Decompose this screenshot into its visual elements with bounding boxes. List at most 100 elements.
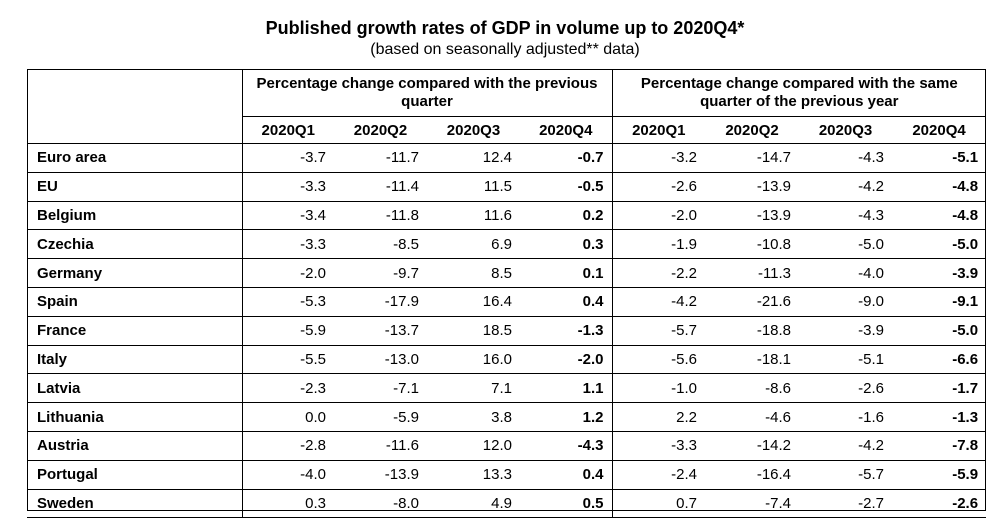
value-cell: 16.4 [427, 287, 520, 317]
value-cell: 0.3 [242, 489, 334, 518]
value-cell: -3.4 [242, 201, 334, 231]
value-cell: -3.7 [242, 143, 334, 173]
value-cell: -5.7 [612, 316, 706, 346]
value-cell: -9.1 [892, 287, 987, 317]
quarter-header: 2020Q1 [242, 116, 334, 144]
value-cell: -1.3 [892, 402, 987, 432]
value-cell: -5.1 [799, 345, 893, 375]
table-row: Sweden 0.3 -8.0 4.9 0.5 0.7 -7.4 -2.7 -2.6 [27, 489, 987, 518]
value-cell: -2.2 [612, 258, 706, 288]
table-row: Czechia -3.3 -8.5 6.9 0.3 -1.9 -10.8 -5.0 -5.0 [27, 229, 987, 260]
value-cell: -11.6 [334, 431, 427, 461]
value-cell: -4.2 [799, 172, 893, 202]
value-cell: -3.3 [242, 229, 334, 260]
table-row: Germany -2.0 -9.7 8.5 0.1 -2.2 -11.3 -4.0 -3.9 [27, 258, 987, 288]
value-cell: -13.0 [334, 345, 427, 375]
country-cell: Euro area [27, 143, 243, 173]
group-header-previous-quarter: Percentage change compared with the prev… [242, 69, 613, 117]
value-cell: -1.9 [612, 229, 706, 260]
value-cell: -0.5 [520, 172, 613, 202]
country-cell: Sweden [27, 489, 243, 518]
value-cell: -9.7 [334, 258, 427, 288]
value-cell: -13.9 [705, 172, 800, 202]
value-cell: -4.2 [799, 431, 893, 461]
value-cell: 0.5 [520, 489, 613, 518]
value-cell: -5.0 [892, 229, 987, 260]
value-cell: -5.0 [799, 229, 893, 260]
value-cell: -11.3 [705, 258, 800, 288]
table-row: Italy -5.5 -13.0 16.0 -2.0 -5.6 -18.1 -5.1 -6.6 [27, 345, 987, 375]
value-cell: -13.9 [334, 460, 427, 490]
value-cell: 0.2 [520, 201, 613, 231]
country-cell: Portugal [27, 460, 243, 490]
value-cell: -4.3 [799, 201, 893, 231]
value-cell: -13.9 [705, 201, 800, 231]
country-cell: EU [27, 172, 243, 202]
value-cell: -5.9 [334, 402, 427, 432]
value-cell: -5.1 [892, 143, 987, 173]
value-cell: 0.3 [520, 229, 613, 260]
value-cell: 4.9 [427, 489, 520, 518]
value-cell: -6.6 [892, 345, 987, 375]
country-cell: Lithuania [27, 402, 243, 432]
value-cell: -4.6 [705, 402, 800, 432]
page-subtitle: (based on seasonally adjusted** data) [370, 41, 640, 58]
page-title: Published growth rates of GDP in volume … [265, 18, 745, 38]
value-cell: -3.3 [242, 172, 334, 202]
value-cell: 8.5 [427, 258, 520, 288]
country-cell: Austria [27, 431, 243, 461]
value-cell: -11.4 [334, 172, 427, 202]
value-cell: -5.7 [799, 460, 893, 490]
table-corner-cell [27, 69, 243, 144]
value-cell: 0.1 [520, 258, 613, 288]
value-cell: -3.3 [612, 431, 706, 461]
value-cell: -1.3 [520, 316, 613, 346]
table-body: Euro area -3.7 -11.7 12.4 -0.7 -3.2 -14.7 -4.3-… [27, 143, 987, 518]
value-cell: -4.8 [892, 172, 987, 202]
value-cell: 12.4 [427, 143, 520, 173]
gdp-growth-table: Percentage change compared with the prev… [27, 69, 987, 518]
value-cell: -11.7 [334, 143, 427, 173]
value-cell: -2.6 [612, 172, 706, 202]
value-cell: 12.0 [427, 431, 520, 461]
value-cell: -2.3 [242, 373, 334, 404]
value-cell: -14.7 [705, 143, 800, 173]
value-cell: -2.0 [520, 345, 613, 375]
value-cell: 11.6 [427, 201, 520, 231]
value-cell: -18.8 [705, 316, 800, 346]
value-cell: -7.8 [892, 431, 987, 461]
value-cell: -2.0 [242, 258, 334, 288]
value-cell: -2.8 [242, 431, 334, 461]
value-cell: -1.6 [799, 402, 893, 432]
value-cell: -7.1 [334, 373, 427, 404]
value-cell: 11.5 [427, 172, 520, 202]
country-cell: Czechia [27, 229, 243, 260]
value-cell: 0.7 [612, 489, 706, 518]
value-cell: -4.3 [799, 143, 893, 173]
value-cell: -2.6 [799, 373, 893, 404]
value-cell: -9.0 [799, 287, 893, 317]
value-cell: -3.9 [799, 316, 893, 346]
value-cell: -3.9 [892, 258, 987, 288]
value-cell: 16.0 [427, 345, 520, 375]
value-cell: 0.0 [242, 402, 334, 432]
value-cell: 13.3 [427, 460, 520, 490]
value-cell: -1.7 [892, 373, 987, 404]
table-row: EU -3.3 -11.4 11.5 -0.5 -2.6 -13.9 -4.2 -4.8 [27, 172, 987, 202]
value-cell: 0.4 [520, 460, 613, 490]
value-cell: -16.4 [705, 460, 800, 490]
table-row: Belgium -3.4 -11.8 11.6 0.2 -2.0 -13.9 -4.3 -4.8 [27, 201, 987, 231]
table-row: Lithuania 0.0 -5.9 3.8 1.2 2.2 -4.6 -1.6 -1.3 [27, 402, 987, 432]
value-cell: -2.4 [612, 460, 706, 490]
quarter-header: 2020Q4 [520, 116, 613, 144]
value-cell: -3.2 [612, 143, 706, 173]
value-cell: -11.8 [334, 201, 427, 231]
value-cell: -8.0 [334, 489, 427, 518]
value-cell: -21.6 [705, 287, 800, 317]
table-row: Euro area -3.7 -11.7 12.4 -0.7 -3.2 -14.7 -4.3-… [27, 143, 987, 173]
value-cell: -17.9 [334, 287, 427, 317]
value-cell: -18.1 [705, 345, 800, 375]
value-cell: -8.5 [334, 229, 427, 260]
value-cell: -5.9 [892, 460, 987, 490]
value-cell: 0.4 [520, 287, 613, 317]
